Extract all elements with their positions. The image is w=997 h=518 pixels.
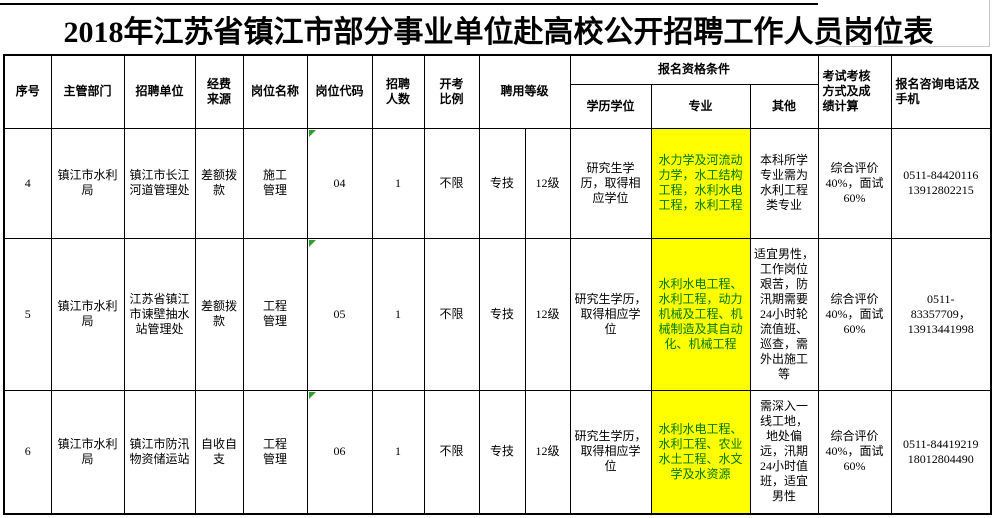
- cell-phone: 0511- 83357709， 13913441998: [890, 237, 992, 391]
- cell-grade-type: 专技: [478, 127, 526, 239]
- cell-code-value: 04: [333, 175, 346, 190]
- cell-unit: 镇江市长江 河道管理处: [123, 127, 196, 239]
- cell-position: 施工 管理: [242, 127, 308, 239]
- cell-funding: 自收自 支: [194, 389, 244, 515]
- cell-code: 06: [306, 389, 373, 515]
- cell-education: 研究生学历， 取得相应学 位: [569, 237, 652, 391]
- cell-other: 本科所学 专业需为 水利工程 类专业: [749, 127, 819, 239]
- cell-dept: 镇江市水利 局: [50, 389, 125, 515]
- header-unit: 招聘单位: [123, 54, 196, 129]
- cell-seq: 6: [3, 389, 52, 515]
- header-phone: 报名咨询电话及 手机: [890, 54, 992, 129]
- top-border-line: [0, 3, 818, 5]
- header-dept: 主管部门: [50, 54, 125, 129]
- cell-corner-triangle-icon: [308, 129, 316, 137]
- header-position: 岗位名称: [242, 54, 308, 129]
- cell-corner-triangle-icon: [308, 391, 316, 399]
- cell-code-value: 06: [333, 444, 346, 459]
- header-ratio: 开考 比例: [423, 54, 480, 129]
- cell-phone: 0511-84420116 13912802215: [890, 127, 992, 239]
- gridline-vertical: [989, 0, 990, 47]
- cell-other: 适宜男性， 工作岗位 艰苦，防 汛期需要 24小时轮 流值班、 巡查，需 外出施…: [749, 237, 819, 391]
- cell-unit: 江苏省镇江 市谏壁抽水 站管理处: [123, 237, 196, 391]
- cell-corner-triangle-icon: [308, 239, 316, 247]
- gridline-horizontal: [818, 46, 990, 47]
- cell-major: 水利水电工程、 水利工程、农业 水土工程、水文 学及水资源: [650, 389, 751, 515]
- cell-other: 需深入一 线工地， 地处偏 远，汛期 24小时值 班，适宜 男性: [749, 389, 819, 515]
- cell-unit: 镇江市防汛 物资储运站: [123, 389, 196, 515]
- cell-major: 水力学及河流动 力学，水工结构 工程，水利水电 工程，水利工程: [650, 127, 751, 239]
- cell-count: 1: [371, 237, 425, 391]
- table-row: 6 镇江市水利 局 镇江市防汛 物资储运站 自收自 支 工程 管理 06 1 不…: [3, 389, 992, 515]
- cell-grade-level: 12级: [524, 237, 571, 391]
- header-exam: 考试考核 方式及成 绩计算: [817, 54, 892, 129]
- header-other: 其他: [749, 83, 819, 129]
- cell-ratio: 不限: [423, 237, 480, 391]
- cell-phone: 0511-84419219 18012804490: [890, 389, 992, 515]
- cell-position: 工程 管理: [242, 237, 308, 391]
- cell-grade-type: 专技: [478, 389, 526, 515]
- cell-exam: 综合评价 40%，面试 60%: [817, 389, 892, 515]
- cell-seq: 4: [3, 127, 52, 239]
- cell-position: 工程 管理: [242, 389, 308, 515]
- table-row: 4 镇江市水利 局 镇江市长江 河道管理处 差额拨 款 施工 管理 04 1 不…: [3, 127, 992, 239]
- cell-count: 1: [371, 127, 425, 239]
- cell-ratio: 不限: [423, 127, 480, 239]
- job-positions-table: 序号 主管部门 招聘单位 经费 来源 岗位名称 岗位代码 招聘 人数 开考 比例…: [3, 54, 993, 515]
- cell-dept: 镇江市水利 局: [50, 127, 125, 239]
- cell-grade-level: 12级: [524, 127, 571, 239]
- cell-exam: 综合评价 40%，面试 60%: [817, 127, 892, 239]
- header-qualification: 报名资格条件: [569, 54, 819, 85]
- header-code: 岗位代码: [306, 54, 373, 129]
- cell-code: 04: [306, 127, 373, 239]
- header-grade: 聘用等级: [478, 54, 571, 129]
- cell-exam: 综合评价 40%，面试 60%: [817, 237, 892, 391]
- cell-education: 研究生学历， 取得相应学 位: [569, 389, 652, 515]
- header-count: 招聘 人数: [371, 54, 425, 129]
- header-funding: 经费 来源: [194, 54, 244, 129]
- header-education: 学历学位: [569, 83, 652, 129]
- cell-funding: 差额拨 款: [194, 127, 244, 239]
- table-row: 5 镇江市水利 局 江苏省镇江 市谏壁抽水 站管理处 差额拨 款 工程 管理 0…: [3, 237, 992, 391]
- cell-code-value: 05: [333, 306, 346, 321]
- cell-grade-type: 专技: [478, 237, 526, 391]
- cell-code: 05: [306, 237, 373, 391]
- cell-education: 研究生学 历，取得相 应学位: [569, 127, 652, 239]
- cell-ratio: 不限: [423, 389, 480, 515]
- cell-seq: 5: [3, 237, 52, 391]
- cell-count: 1: [371, 389, 425, 515]
- page-title: 2018年江苏省镇江市部分事业单位赴高校公开招聘工作人员岗位表: [63, 16, 934, 49]
- header-seq: 序号: [3, 54, 52, 129]
- header-major: 专业: [650, 83, 751, 129]
- cell-major: 水利水电工程、 水利工程，动力 机械及工程、机 械制造及其自动 化、机械工程: [650, 237, 751, 391]
- cell-grade-level: 12级: [524, 389, 571, 515]
- cell-dept: 镇江市水利 局: [50, 237, 125, 391]
- cell-funding: 差额拨 款: [194, 237, 244, 391]
